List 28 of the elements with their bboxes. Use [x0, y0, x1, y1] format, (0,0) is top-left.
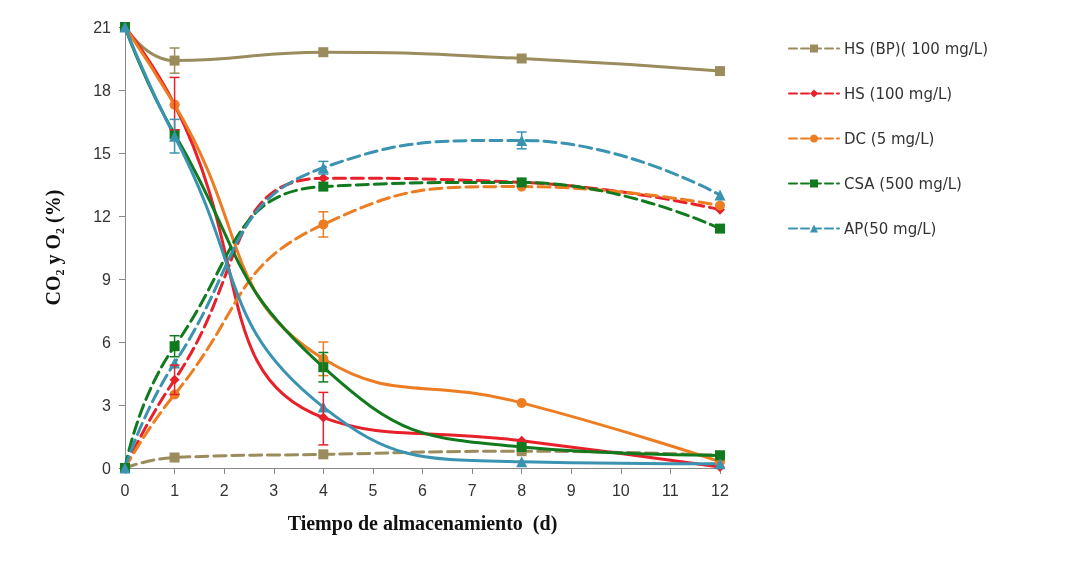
- x-tick-label: 1: [170, 481, 180, 499]
- x-tick-label: 5: [368, 481, 378, 499]
- y-tick-label: 3: [102, 396, 112, 414]
- x-tick-label: 2: [219, 481, 229, 499]
- legend-label: HS (BP)( 100 mg/L): [844, 39, 989, 58]
- x-tick-label: 10: [611, 481, 630, 499]
- x-tick-label: 6: [418, 481, 428, 499]
- y-tick-label: 18: [93, 81, 112, 99]
- y-tick-label: 6: [102, 333, 112, 351]
- x-tick-label: 8: [517, 481, 527, 499]
- x-tick-label: 11: [662, 481, 679, 499]
- y-tick-label: 21: [93, 18, 112, 36]
- x-tick-label: 3: [269, 481, 279, 499]
- x-tick-label: 12: [711, 481, 729, 499]
- x-tick-label: 7: [467, 481, 477, 499]
- x-tick-label: 4: [318, 481, 328, 499]
- y-axis-title: CO₂ y O₂ (%): [42, 189, 65, 306]
- y-tick-label: 9: [102, 270, 112, 288]
- x-axis-title: Tiempo de almacenamiento (d): [287, 512, 558, 535]
- legend-label: HS (100 mg/L): [844, 84, 953, 103]
- y-tick-label: 12: [93, 207, 112, 225]
- y-tick-label: 0: [102, 459, 112, 477]
- x-tick-label: 9: [566, 481, 576, 499]
- x-tick-label: 0: [120, 481, 130, 499]
- legend-label: CSA (500 mg/L): [844, 174, 962, 193]
- legend-label: AP(50 mg/L): [844, 219, 937, 238]
- legend-label: DC (5 mg/L): [844, 129, 935, 148]
- y-tick-label: 15: [93, 144, 112, 162]
